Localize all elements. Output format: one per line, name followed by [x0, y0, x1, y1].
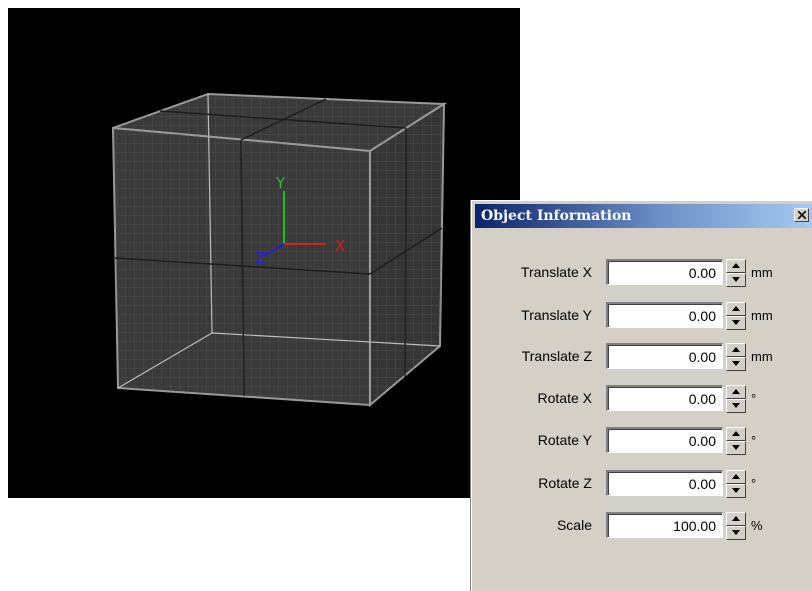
scale-input[interactable] [606, 512, 723, 538]
dialog-titlebar[interactable]: Object Information [475, 204, 812, 228]
close-icon [798, 211, 806, 219]
arrow-up-icon [732, 306, 740, 311]
cube-center-lines [114, 98, 443, 397]
object-information-dialog: Object Information Translate XmmTranslat… [471, 200, 812, 591]
arrow-up-icon [732, 516, 740, 521]
translate-y-label: Translate Y [521, 307, 592, 323]
rotate-y-spinner [726, 427, 746, 455]
axis-label-y: Y [275, 174, 286, 192]
arrow-up-icon [732, 263, 740, 268]
rotate-x-input[interactable] [606, 385, 723, 411]
rotate-x-label: Rotate X [537, 390, 592, 406]
arrow-up-icon [732, 474, 740, 479]
rotate-y-input[interactable] [606, 427, 723, 453]
translate-x-increment-button[interactable] [726, 259, 746, 273]
translate-x-spinner [726, 259, 746, 287]
scale-spinner [726, 512, 746, 540]
translate-z-decrement-button[interactable] [726, 357, 746, 371]
scale-unit: % [751, 518, 763, 533]
translate-y-decrement-button[interactable] [726, 316, 746, 330]
field-row-rotate-z: Rotate Z ° [472, 470, 812, 498]
rotate-z-decrement-button[interactable] [726, 484, 746, 498]
dialog-title: Object Information [481, 208, 632, 224]
arrow-down-icon [732, 530, 740, 535]
scale-decrement-button[interactable] [726, 526, 746, 540]
axis-gizmo: Y X Z [255, 174, 345, 267]
arrow-down-icon [732, 488, 740, 493]
rotate-y-increment-button[interactable] [726, 427, 746, 441]
rotate-z-input[interactable] [606, 470, 723, 496]
arrow-down-icon [732, 277, 740, 282]
rotate-z-increment-button[interactable] [726, 470, 746, 484]
translate-y-input[interactable] [606, 302, 723, 328]
rotate-z-spinner [726, 470, 746, 498]
rotate-x-unit: ° [751, 391, 757, 406]
translate-z-increment-button[interactable] [726, 343, 746, 357]
cube-hidden-edges [117, 93, 441, 389]
translate-z-spinner [726, 343, 746, 371]
arrow-down-icon [732, 445, 740, 450]
3d-viewport[interactable]: Y X Z [8, 8, 520, 498]
field-row-scale: Scale% [472, 512, 812, 540]
translate-x-decrement-button[interactable] [726, 273, 746, 287]
translate-z-label: Translate Z [521, 348, 592, 364]
translate-x-input[interactable] [606, 259, 723, 285]
translate-y-increment-button[interactable] [726, 302, 746, 316]
arrow-up-icon [732, 431, 740, 436]
rotate-z-unit: ° [751, 476, 757, 491]
rotate-x-spinner [726, 385, 746, 413]
translate-x-unit: mm [751, 265, 773, 280]
field-row-translate-y: Translate Y mm [472, 302, 812, 330]
scale-increment-button[interactable] [726, 512, 746, 526]
axis-label-z: Z [255, 249, 265, 267]
translate-z-unit: mm [751, 349, 773, 364]
translate-y-unit: mm [751, 308, 773, 323]
rotate-y-decrement-button[interactable] [726, 441, 746, 455]
rotate-z-label: Rotate Z [538, 475, 592, 491]
rotate-x-decrement-button[interactable] [726, 399, 746, 413]
scale-label: Scale [556, 517, 592, 533]
arrow-down-icon [732, 320, 740, 325]
field-row-rotate-y: Rotate Y ° [472, 427, 812, 455]
cube-scene: Y X Z [111, 92, 448, 408]
field-row-translate-z: Translate Z mm [472, 343, 812, 371]
arrow-up-icon [732, 389, 740, 394]
close-button[interactable] [794, 208, 809, 222]
field-row-rotate-x: Rotate X ° [472, 385, 812, 413]
axis-label-x: X [335, 237, 345, 255]
rotate-y-unit: ° [751, 433, 757, 448]
rotate-y-label: Rotate Y [537, 432, 592, 448]
arrow-up-icon [732, 347, 740, 352]
rotate-x-increment-button[interactable] [726, 385, 746, 399]
field-row-translate-x: Translate X mm [472, 259, 812, 287]
translate-z-input[interactable] [606, 343, 723, 369]
translate-x-label: Translate X [520, 264, 592, 280]
arrow-down-icon [732, 361, 740, 366]
translate-y-spinner [726, 302, 746, 330]
arrow-down-icon [732, 403, 740, 408]
